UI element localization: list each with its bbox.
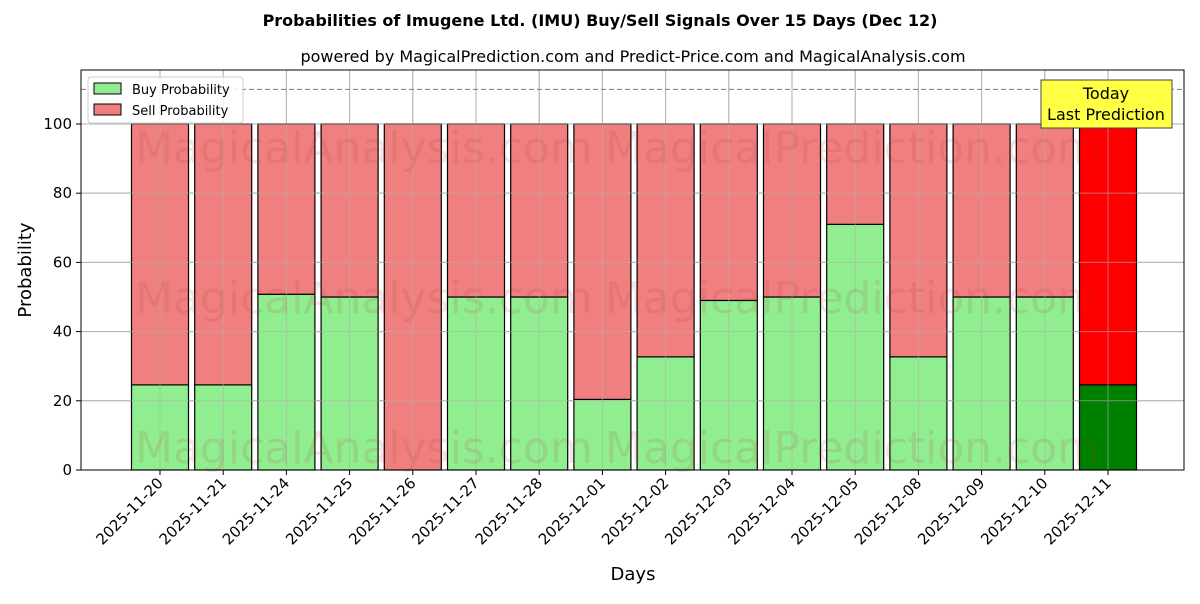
watermarks: MagicalAnalysis.comMagicalAnalysis.comMa… — [135, 123, 1100, 474]
legend-label-sell: Sell Probability — [132, 104, 229, 119]
watermark-text: MagicalPrediction.com — [605, 123, 1100, 174]
x-tick-label: 2025-12-04 — [724, 474, 798, 548]
annotation-box — [1040, 79, 1173, 129]
x-tick-label: 2025-11-25 — [282, 474, 356, 548]
watermark-text: MagicalAnalysis.com — [135, 123, 593, 174]
chart-title: Probabilities of Imugene Ltd. (IMU) Buy/… — [263, 11, 938, 30]
watermark-text: MagicalAnalysis.com — [135, 423, 593, 474]
watermark-text: MagicalPrediction.com — [605, 423, 1100, 474]
y-tick-label: 40 — [53, 323, 72, 341]
legend: Buy Probability Sell Probability — [87, 76, 244, 124]
x-tick-label: 2025-11-20 — [92, 474, 166, 548]
x-tick-label: 2025-12-11 — [1040, 474, 1114, 548]
x-axis-ticks: 2025-11-202025-11-212025-11-242025-11-25… — [92, 470, 1115, 548]
x-tick-label: 2025-12-10 — [977, 474, 1051, 548]
y-tick-label: 20 — [53, 392, 72, 410]
legend-box — [87, 76, 244, 124]
legend-swatch-buy — [93, 82, 122, 95]
y-tick-label: 100 — [43, 115, 72, 133]
grid-overlay — [81, 70, 1184, 471]
x-tick-label: 2025-12-09 — [914, 474, 988, 548]
y-axis-ticks: 0 20 40 60 80 100 — [43, 115, 81, 479]
x-tick-label: 2025-12-02 — [598, 474, 672, 548]
x-tick-label: 2025-11-27 — [408, 474, 482, 548]
annotation-line1: Today — [1082, 84, 1129, 103]
chart-subtitle: powered by MagicalPrediction.com and Pre… — [300, 47, 965, 66]
x-tick-label: 2025-11-24 — [219, 474, 293, 548]
today-annotation: Today Last Prediction — [1040, 79, 1173, 129]
y-tick-label: 80 — [53, 184, 72, 202]
y-tick-label: 60 — [53, 253, 72, 271]
y-axis-label: Probability — [15, 222, 36, 317]
x-axis-label: Days — [611, 564, 656, 585]
watermark-text: MagicalPrediction.com — [605, 273, 1100, 324]
annotation-line2: Last Prediction — [1047, 105, 1165, 124]
x-tick-label: 2025-12-01 — [535, 474, 609, 548]
watermark-text: MagicalAnalysis.com — [135, 273, 593, 324]
x-tick-label: 2025-12-05 — [788, 474, 862, 548]
plot-frame — [80, 69, 1185, 471]
legend-label-buy: Buy Probability — [132, 83, 230, 98]
x-tick-label: 2025-12-03 — [661, 474, 735, 548]
x-tick-label: 2025-11-21 — [156, 474, 230, 548]
legend-swatch-sell — [93, 103, 122, 116]
x-tick-label: 2025-12-08 — [851, 474, 925, 548]
x-tick-label: 2025-11-28 — [472, 474, 546, 548]
x-tick-label: 2025-11-26 — [345, 474, 419, 548]
y-tick-label: 0 — [62, 461, 72, 479]
bars — [81, 70, 1184, 471]
